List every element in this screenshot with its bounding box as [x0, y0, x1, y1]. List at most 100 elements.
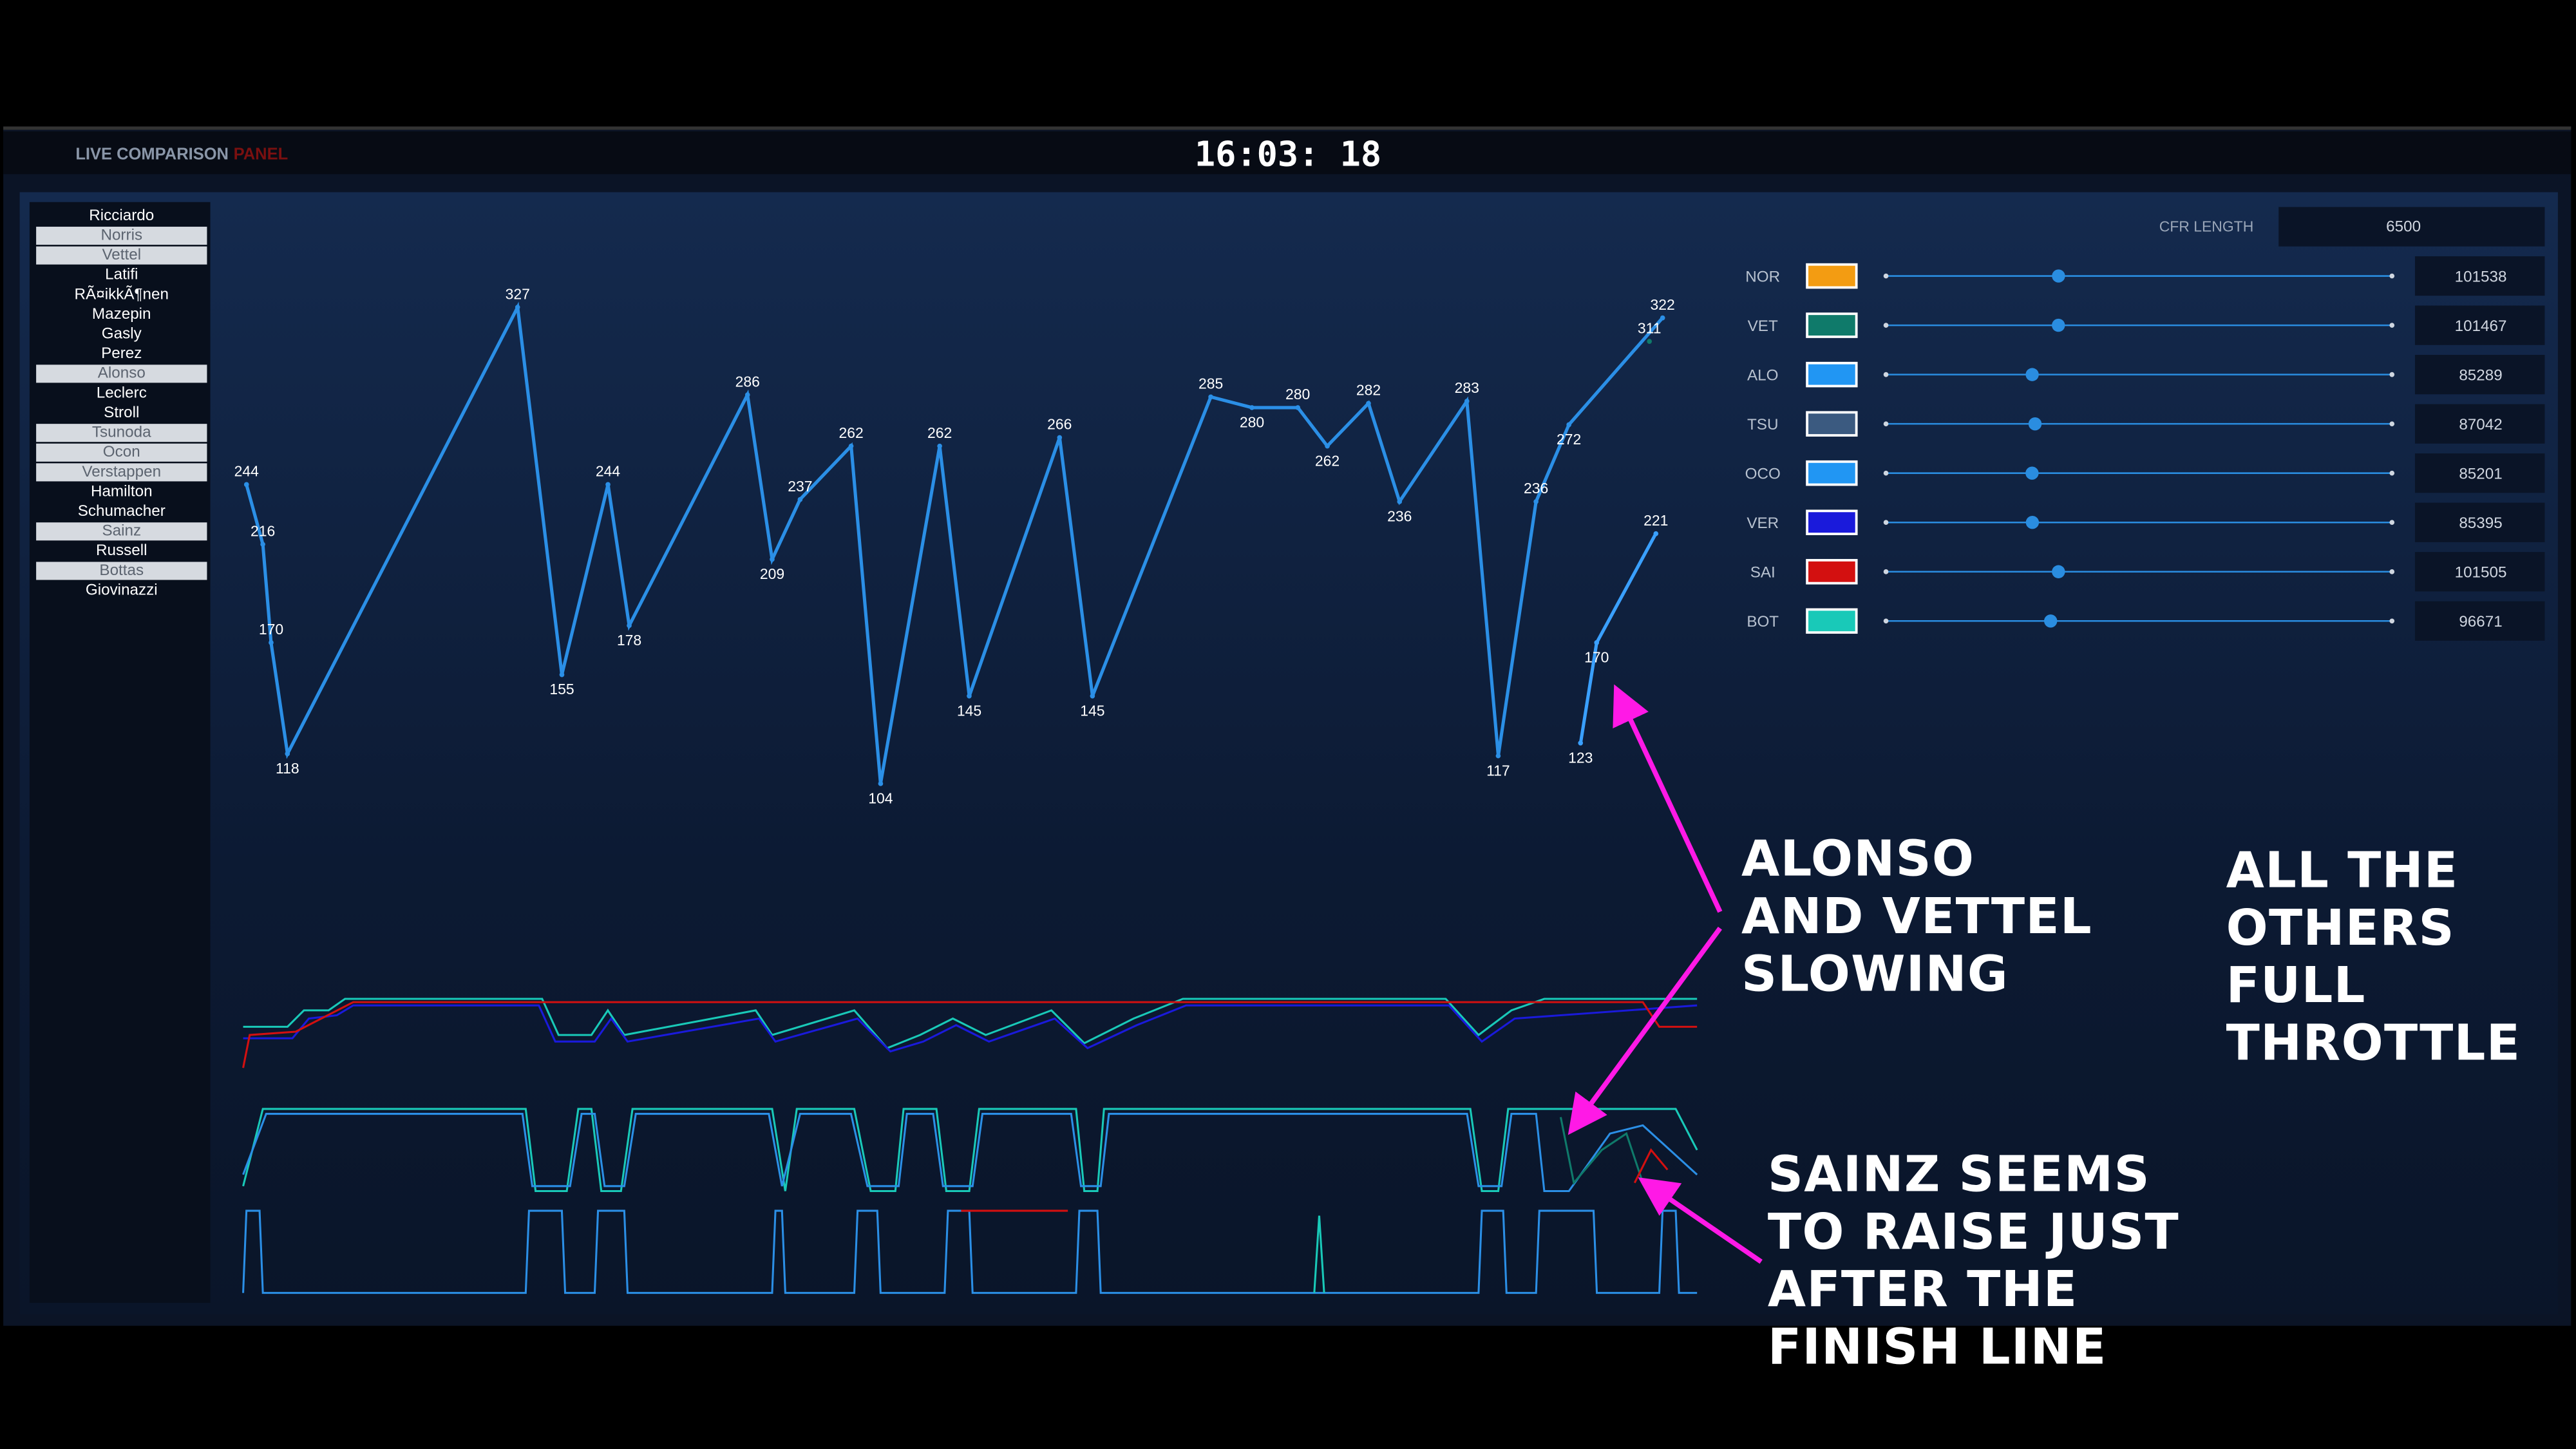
- speed-point: [1397, 499, 1403, 504]
- driver-item[interactable]: Ocon: [36, 443, 207, 462]
- slider-end: [1883, 520, 1889, 526]
- color-swatch[interactable]: [1806, 509, 1858, 535]
- value-box: [2414, 552, 2545, 592]
- slider-thumb[interactable]: [2025, 516, 2040, 529]
- speed-label: 280: [1285, 386, 1310, 402]
- speed-point: [243, 482, 249, 488]
- driver-item[interactable]: Norris: [36, 227, 207, 245]
- driver-item[interactable]: Vettel: [36, 246, 207, 265]
- speed-label: 236: [1387, 508, 1412, 525]
- slider-thumb[interactable]: [2025, 368, 2039, 381]
- driver-item[interactable]: Latifi: [105, 266, 138, 285]
- annotation-line: OTHERS: [2226, 900, 2455, 958]
- driver-item[interactable]: Schumacher: [77, 502, 166, 521]
- slider-thumb[interactable]: [2044, 614, 2058, 628]
- driver-item[interactable]: Giovinazzi: [85, 582, 158, 600]
- color-swatch[interactable]: [1806, 411, 1858, 437]
- speed-point: [1090, 693, 1095, 699]
- color-swatch[interactable]: [1806, 263, 1858, 289]
- speed-label: 236: [1524, 480, 1548, 497]
- color-swatch[interactable]: [1806, 361, 1858, 388]
- driver-code: ALO: [1747, 367, 1778, 384]
- cfr-box: [2278, 207, 2545, 247]
- arrow: [1567, 927, 1722, 1135]
- speed-point: [559, 672, 565, 677]
- speed-point: [1660, 315, 1665, 321]
- speed-label: 286: [735, 373, 760, 390]
- driver-item[interactable]: Russell: [96, 542, 147, 560]
- slider-end: [2389, 470, 2395, 476]
- speed-point: [967, 693, 972, 699]
- speed-label: 327: [506, 285, 530, 302]
- driver-code: VET: [1748, 317, 1778, 335]
- color-swatch[interactable]: [1806, 460, 1858, 486]
- slider-end: [1883, 421, 1889, 426]
- slider-end: [2389, 323, 2395, 328]
- driver-item[interactable]: Ricciardo: [89, 207, 155, 225]
- speed-label: 216: [251, 523, 275, 540]
- speed-point: [744, 392, 750, 397]
- telemetry-gear: [242, 998, 1698, 1068]
- speed-point: [1566, 422, 1571, 428]
- annotation: ALL THE OTHERS FULL THROTTLE: [2226, 843, 2521, 1073]
- slider-thumb[interactable]: [2028, 417, 2042, 431]
- color-swatch[interactable]: [1806, 312, 1858, 338]
- driver-item[interactable]: Perez: [101, 345, 142, 363]
- speed-point: [1249, 405, 1255, 410]
- speed-point: [605, 482, 611, 488]
- annotation-line: TO RAISE JUST: [1767, 1204, 2179, 1262]
- slider-end: [2389, 569, 2395, 574]
- driver-item[interactable]: Mazepin: [91, 305, 151, 324]
- color-swatch[interactable]: [1806, 558, 1858, 585]
- color-swatch[interactable]: [1806, 608, 1858, 634]
- speed-label: 221: [1643, 512, 1668, 529]
- slider-thumb[interactable]: [2052, 269, 2065, 283]
- speed-label: 178: [617, 632, 641, 649]
- slider-thumb[interactable]: [2052, 565, 2065, 578]
- speed-point: [1653, 531, 1659, 536]
- arrow: [1638, 1177, 1763, 1264]
- driver-item[interactable]: Bottas: [36, 562, 207, 580]
- value-box: [2414, 305, 2545, 345]
- driver-item[interactable]: Stroll: [104, 404, 140, 422]
- value-box: [2414, 256, 2545, 296]
- speed-label: 145: [957, 702, 981, 719]
- slider-end: [1883, 470, 1889, 476]
- value-box: [2414, 601, 2545, 641]
- title-suffix: PANEL: [233, 146, 289, 165]
- cfr-label: CFR LENGTH: [2159, 218, 2254, 235]
- slider-thumb[interactable]: [2052, 318, 2065, 332]
- driver-item[interactable]: RÃ¤ikkÃ¶nen: [74, 285, 169, 304]
- title-bar: [3, 131, 2571, 175]
- speed-point: [1578, 740, 1584, 746]
- speed-point: [1594, 640, 1600, 645]
- slider-end: [2389, 421, 2395, 426]
- speed-point: [1464, 399, 1470, 404]
- slider-end: [1883, 569, 1889, 574]
- annotation-line: ALL THE: [2226, 842, 2459, 900]
- telemetry-brake: [242, 1209, 1698, 1294]
- speed-point: [269, 640, 274, 645]
- driver-item[interactable]: Alonso: [36, 365, 207, 383]
- driver-item[interactable]: Leclerc: [96, 384, 147, 402]
- driver-code: BOT: [1747, 613, 1779, 630]
- speed-label: 155: [549, 681, 574, 697]
- speed-label: 123: [1568, 749, 1593, 766]
- slider-thumb[interactable]: [2025, 466, 2039, 480]
- row-value: 87042: [2459, 416, 2502, 433]
- driver-item[interactable]: Tsunoda: [36, 424, 207, 442]
- driver-item[interactable]: Gasly: [101, 325, 142, 344]
- speed-label: 280: [1240, 414, 1264, 431]
- annotation-line: ALONSO: [1741, 831, 1975, 889]
- annotation-line: AND VETTEL: [1741, 889, 2092, 947]
- speed-label: 209: [760, 565, 784, 582]
- driver-item[interactable]: Sainz: [36, 522, 207, 541]
- speed-point: [770, 556, 775, 562]
- speed-label: 244: [234, 463, 260, 480]
- slider-end: [1883, 618, 1889, 624]
- speed-point: [285, 751, 290, 757]
- driver-item[interactable]: Verstappen: [36, 463, 207, 482]
- row-value: 85201: [2459, 466, 2502, 483]
- driver-item[interactable]: Hamilton: [90, 482, 153, 502]
